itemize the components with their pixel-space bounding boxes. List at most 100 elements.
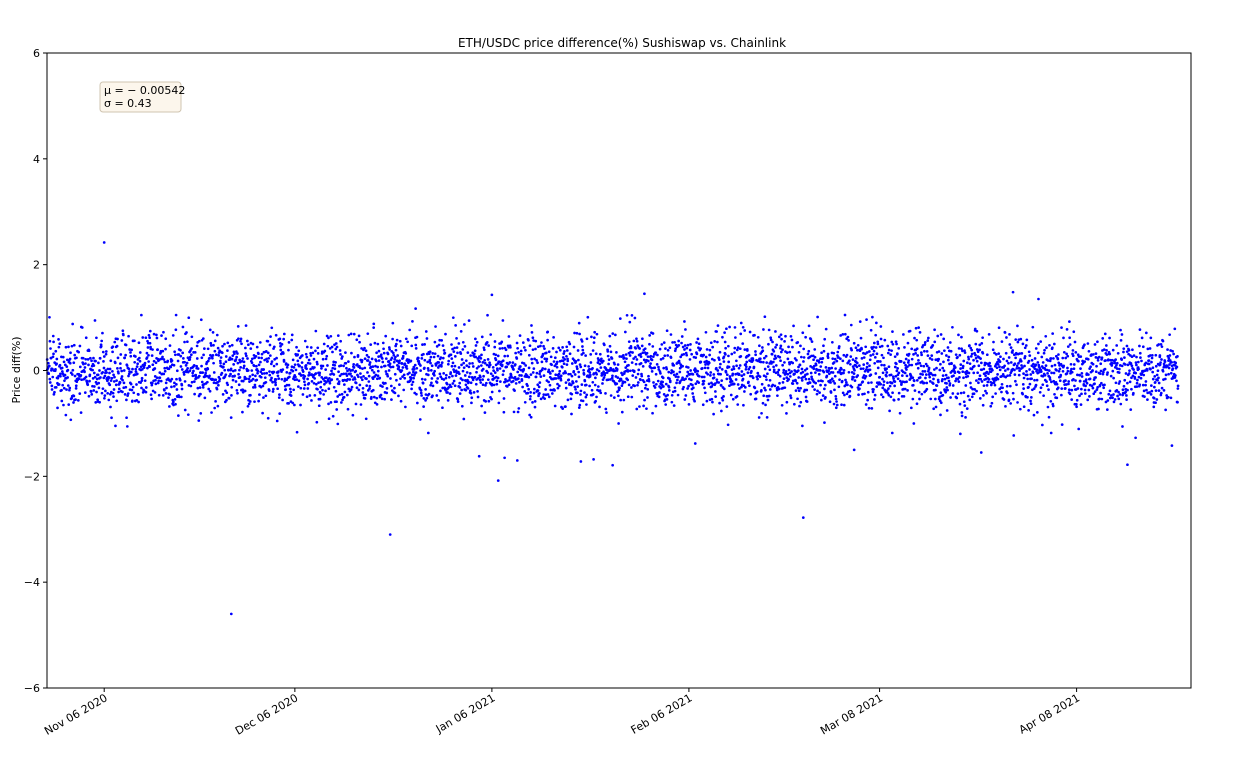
data-point [292, 365, 296, 369]
data-point [502, 369, 505, 373]
data-point [1102, 386, 1106, 390]
data-point [911, 383, 915, 387]
data-point [764, 403, 767, 407]
data-point [919, 364, 923, 368]
data-point [741, 377, 745, 381]
data-point [529, 373, 533, 376]
data-point [515, 357, 519, 360]
data-point [230, 394, 233, 397]
data-point [481, 383, 485, 387]
data-point [1070, 398, 1074, 401]
data-point [713, 340, 717, 343]
data-point [1055, 396, 1059, 400]
data-point [358, 366, 362, 370]
data-point [326, 344, 330, 348]
data-point [72, 361, 76, 365]
data-point [814, 381, 818, 385]
data-point [429, 355, 433, 359]
data-point [933, 340, 937, 344]
data-point [556, 382, 559, 386]
data-point [274, 333, 278, 337]
data-point [399, 377, 402, 381]
data-point [974, 353, 977, 357]
data-point [224, 360, 228, 364]
data-point [64, 345, 68, 349]
data-point [211, 331, 215, 334]
data-point [779, 333, 783, 337]
data-point [748, 365, 752, 369]
data-point [480, 404, 483, 408]
data-point [261, 384, 265, 388]
data-point [636, 383, 639, 387]
data-point [234, 358, 238, 362]
data-point [1118, 393, 1122, 396]
data-point [462, 361, 466, 365]
data-point [890, 431, 894, 435]
data-point [144, 336, 148, 340]
data-point [376, 342, 380, 346]
data-point [1061, 369, 1065, 373]
data-point [819, 365, 823, 368]
data-point [895, 352, 899, 355]
data-point [1039, 340, 1043, 343]
data-point [463, 345, 467, 348]
data-point [805, 400, 809, 403]
data-point [681, 364, 684, 368]
data-point [687, 403, 691, 406]
data-point [567, 378, 571, 382]
data-point [814, 371, 817, 374]
data-point [519, 349, 523, 353]
data-point [56, 376, 60, 380]
data-point [765, 378, 768, 382]
data-point [1078, 373, 1082, 377]
data-point [928, 357, 932, 360]
data-point [146, 346, 150, 349]
data-point [249, 393, 252, 397]
data-point [282, 360, 286, 363]
data-point [791, 382, 795, 386]
data-point [120, 369, 124, 373]
y-tick-label: −4 [24, 576, 40, 589]
data-point [225, 391, 229, 395]
data-point [120, 339, 124, 342]
data-point [108, 367, 112, 371]
data-point [256, 371, 259, 375]
data-point [1166, 395, 1170, 399]
data-point [798, 363, 802, 367]
data-point [740, 374, 744, 378]
data-point [60, 399, 64, 403]
data-point [643, 347, 647, 351]
data-point [70, 373, 74, 376]
data-point [839, 357, 842, 361]
data-point [913, 336, 916, 340]
data-point [857, 393, 860, 397]
data-point [190, 380, 194, 384]
data-point [1175, 379, 1178, 383]
data-point [888, 384, 892, 388]
data-point [770, 352, 774, 356]
data-point [767, 328, 771, 332]
data-point [910, 347, 914, 351]
data-point [413, 363, 417, 367]
data-point [910, 363, 914, 367]
data-point [872, 349, 876, 353]
data-point [265, 371, 269, 375]
data-point [154, 378, 157, 382]
data-point [172, 400, 175, 404]
data-point [620, 384, 624, 388]
data-point [552, 360, 556, 363]
data-point [942, 360, 945, 364]
data-point [1132, 354, 1136, 357]
data-point [382, 347, 385, 351]
data-point [378, 395, 382, 399]
data-point [315, 360, 319, 364]
data-point [102, 241, 106, 244]
data-point [189, 353, 193, 357]
data-point [155, 333, 158, 337]
data-point [276, 387, 279, 391]
data-point [799, 400, 803, 404]
data-point [296, 353, 299, 356]
data-point [817, 360, 821, 364]
data-point [1013, 362, 1017, 366]
data-point [1151, 366, 1155, 370]
